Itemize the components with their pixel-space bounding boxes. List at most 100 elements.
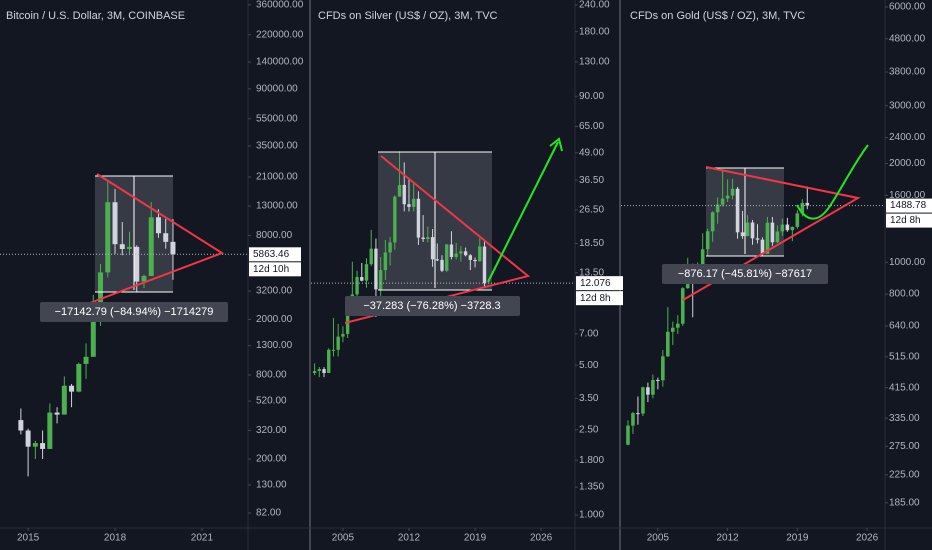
candle-body xyxy=(383,252,388,271)
candle-body xyxy=(454,253,458,257)
y-tick-label: 130.00 xyxy=(256,480,287,491)
candle-body xyxy=(478,246,482,262)
y-tick-label: 1.000 xyxy=(579,510,604,521)
candle-body xyxy=(770,222,775,243)
candle-body xyxy=(463,251,468,256)
price-label-box xyxy=(576,276,623,291)
candle-body xyxy=(666,331,670,357)
x-tick-label: 2019 xyxy=(464,533,487,544)
y-tick-label: 82.00 xyxy=(256,508,281,519)
candle-body xyxy=(341,333,345,337)
measurement: −17142.79 (−84.94%) −1714279 xyxy=(55,306,214,318)
y-tick-label: 1.800 xyxy=(579,455,604,466)
candle-body xyxy=(805,202,810,206)
candle-body xyxy=(426,237,430,240)
x-tick-label: 2012 xyxy=(716,533,739,544)
y-tick-label: 90.00 xyxy=(579,91,604,102)
candle-body xyxy=(435,259,439,261)
candle-body xyxy=(83,356,89,364)
candle-body xyxy=(482,246,487,284)
candle-body xyxy=(636,413,640,415)
candle-body xyxy=(331,349,336,351)
candle-body xyxy=(473,259,477,262)
candle-body xyxy=(397,184,402,197)
candle-body xyxy=(134,246,140,282)
arrow-head xyxy=(549,137,563,152)
candle-body xyxy=(468,255,473,260)
candle-body xyxy=(155,217,161,234)
y-tick-label: 26.50 xyxy=(579,205,604,216)
y-tick-label: 5.00 xyxy=(579,360,599,371)
y-tick-label: 18.50 xyxy=(579,238,604,249)
candle-body xyxy=(780,224,785,232)
candle-body xyxy=(700,249,705,274)
y-tick-label: 2400.00 xyxy=(889,132,926,143)
y-tick-label: 2.50 xyxy=(579,424,599,435)
projections xyxy=(487,137,869,283)
candle-body xyxy=(626,425,630,445)
candle-body xyxy=(641,387,645,414)
x-tick-label: 2019 xyxy=(786,533,809,544)
candle-body xyxy=(25,430,31,447)
candle-body xyxy=(369,248,373,265)
price-label: 5863.46 xyxy=(253,249,290,260)
candle-body xyxy=(795,213,800,227)
y-tick-label: 7.00 xyxy=(579,329,599,340)
measurement: −876.17 (−45.81%) −87617 xyxy=(678,268,812,280)
candle-body xyxy=(675,323,680,328)
candle-body xyxy=(430,237,435,260)
y-tick-label: 515.00 xyxy=(889,352,920,363)
y-tick-label: 320.00 xyxy=(256,425,287,436)
measure-box xyxy=(345,296,520,316)
candle-body xyxy=(416,198,421,238)
y-tick-label: 4800.00 xyxy=(889,33,926,44)
candles xyxy=(0,151,885,477)
candle-body xyxy=(800,202,805,214)
axis-labels: 360000.00 220000.00 140000.00 90000.00 55000… xyxy=(17,0,932,544)
candle-body xyxy=(735,188,740,233)
y-tick-label: 640.00 xyxy=(889,321,920,332)
triangle xyxy=(89,173,225,304)
candle-body xyxy=(740,232,745,237)
candle-body xyxy=(440,259,444,271)
candle-body xyxy=(421,237,425,240)
candle-body xyxy=(705,231,710,250)
candle-body xyxy=(775,231,780,243)
candle-body xyxy=(730,188,735,196)
range-lines xyxy=(95,151,784,293)
candle-body xyxy=(127,246,133,249)
price-label: 12.076 xyxy=(580,278,611,289)
candle-body xyxy=(671,327,675,332)
candle-body xyxy=(336,336,340,350)
y-tick-label: 225.00 xyxy=(889,470,920,481)
y-tick-label: 360000.00 xyxy=(256,0,304,10)
candle-body xyxy=(715,204,720,213)
candle-body xyxy=(374,248,378,290)
y-tick-label: 1000.00 xyxy=(889,257,926,268)
candle-body xyxy=(661,356,665,381)
candle-body xyxy=(710,212,715,232)
y-tick-label: 21000.00 xyxy=(256,172,298,183)
candle-body xyxy=(163,233,169,242)
y-tick-label: 13000.00 xyxy=(256,201,298,212)
candle-body xyxy=(32,443,38,447)
candle-body xyxy=(18,420,24,431)
y-tick-label: 3000.00 xyxy=(889,100,926,111)
candle-body xyxy=(745,222,750,237)
candle-body xyxy=(54,412,60,415)
x-tick-label: 2026 xyxy=(856,533,879,544)
candle-body xyxy=(411,198,416,207)
candle-body xyxy=(646,387,650,395)
candle-body xyxy=(725,195,730,199)
time-left-box xyxy=(886,213,932,228)
candle-body xyxy=(322,369,326,373)
candle-body xyxy=(631,413,635,426)
x-tick-label: 2015 xyxy=(17,533,40,544)
measurement: −37.283 (−76.28%) −3728.3 xyxy=(363,300,500,312)
y-tick-label: 415.00 xyxy=(889,382,920,393)
y-tick-label: 335.00 xyxy=(889,413,920,424)
candle-body xyxy=(445,244,449,271)
candle-body xyxy=(760,239,765,254)
price-label-box xyxy=(249,247,301,262)
